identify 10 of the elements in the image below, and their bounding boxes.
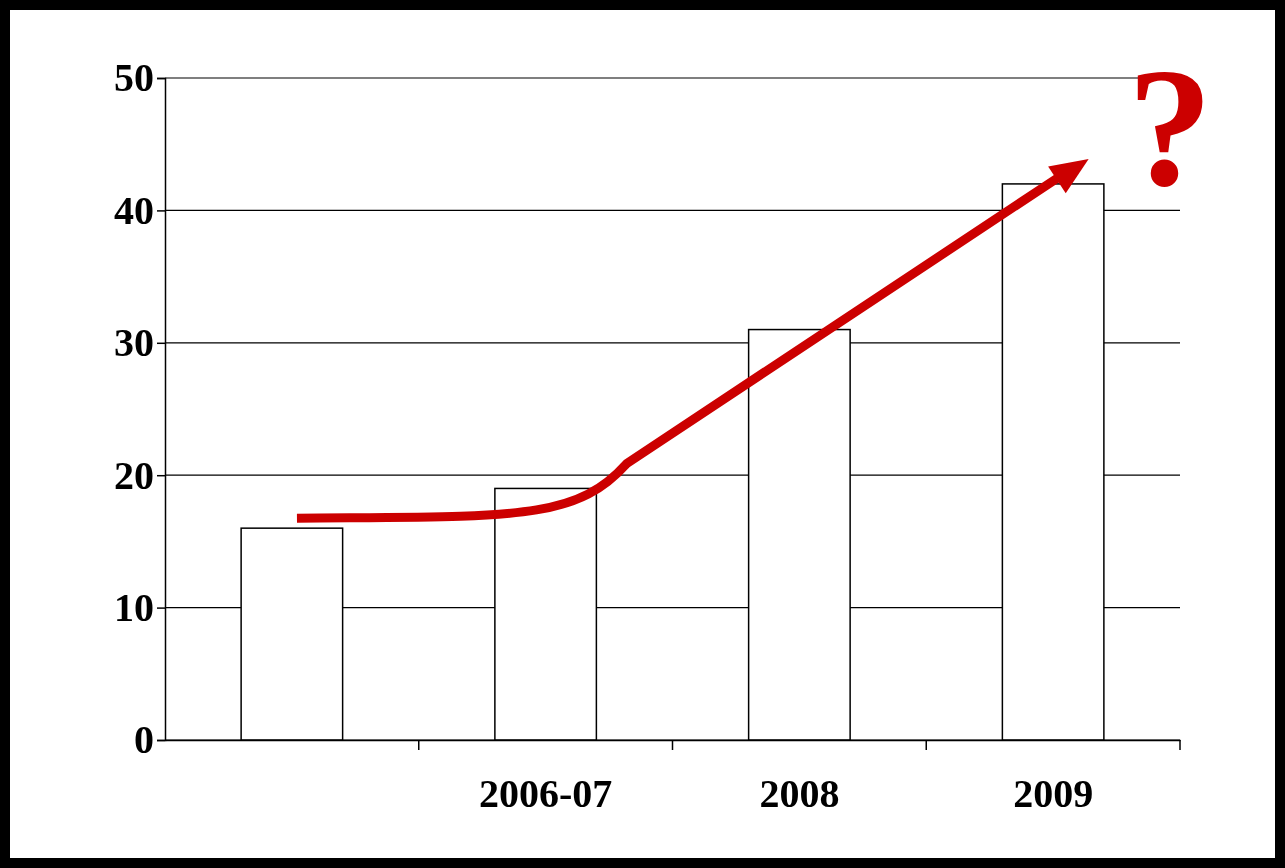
x-tick-label: 2009 <box>1013 771 1094 816</box>
y-tick-label: 20 <box>114 452 154 498</box>
annotation: ? <box>1127 34 1213 222</box>
x-tick-label: 2006-07 <box>478 771 613 816</box>
y-tick-label: 0 <box>134 717 154 763</box>
y-tick-label: 30 <box>114 320 154 366</box>
x-tick-label: 2008 <box>759 771 840 816</box>
y-tick-label: 40 <box>114 187 154 233</box>
y-tick-label: 50 <box>114 55 154 101</box>
y-tick-label: 10 <box>114 584 154 630</box>
